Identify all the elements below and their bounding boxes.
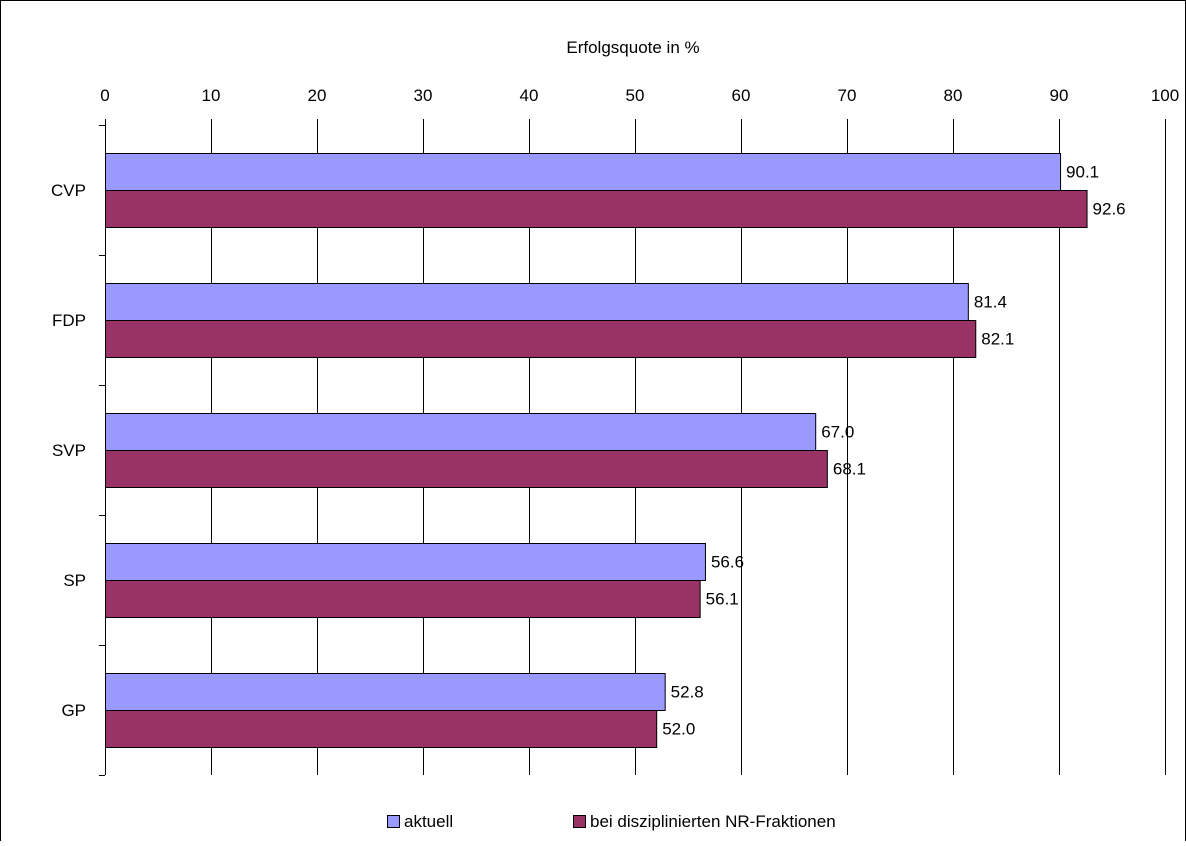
data-label: 67.0 [821,423,854,442]
data-label: 81.4 [974,293,1007,312]
x-tick-label: 60 [732,86,751,105]
legend-swatch [387,815,400,828]
data-label: 92.6 [1093,200,1126,219]
bar-aktuell-gp [105,673,666,711]
x-tick-label: 70 [838,86,857,105]
category-label: SP [63,571,86,590]
x-tick-label: 40 [520,86,539,105]
bars [105,153,1088,748]
x-axis-title: Erfolgsquote in % [566,38,699,57]
x-tick-label: 100 [1151,86,1179,105]
x-tick-label: 30 [414,86,433,105]
x-tick-label: 0 [100,86,109,105]
bar-diszipliniert-cvp [105,190,1088,228]
data-label: 56.1 [706,590,739,609]
data-label: 56.6 [711,553,744,572]
legend-label: bei disziplinierten NR-Fraktionen [590,812,836,831]
x-tick-label: 50 [626,86,645,105]
x-tick-label: 20 [308,86,327,105]
data-label: 82.1 [981,330,1014,349]
data-label: 90.1 [1066,163,1099,182]
legend: aktuell bei disziplinierten NR-Fraktionen [387,812,836,831]
category-label: FDP [52,311,86,330]
data-label: 68.1 [833,460,866,479]
category-label: CVP [51,181,86,200]
x-tick-label: 90 [1050,86,1069,105]
legend-label: aktuell [404,812,453,831]
bar-diszipliniert-gp [105,710,658,748]
data-label: 52.0 [662,720,695,739]
bar-aktuell-sp [105,543,706,581]
category-label: SVP [52,441,86,460]
labels: 0 10 20 30 40 50 60 70 80 90 100 CVP 90.1 92.6 FDP 81.4… [51,86,1179,739]
bar-aktuell-cvp [105,153,1062,191]
bar-diszipliniert-sp [105,580,701,618]
x-tick-label: 10 [202,86,221,105]
data-label: 52.8 [671,683,704,702]
bar-aktuell-fdp [105,283,969,321]
x-tick-label: 80 [944,86,963,105]
axes [99,119,1166,776]
bar-aktuell-svp [105,413,817,451]
bar-diszipliniert-fdp [105,320,977,358]
category-label: GP [61,701,86,720]
bar-diszipliniert-svp [105,450,828,488]
legend-swatch [573,815,586,828]
